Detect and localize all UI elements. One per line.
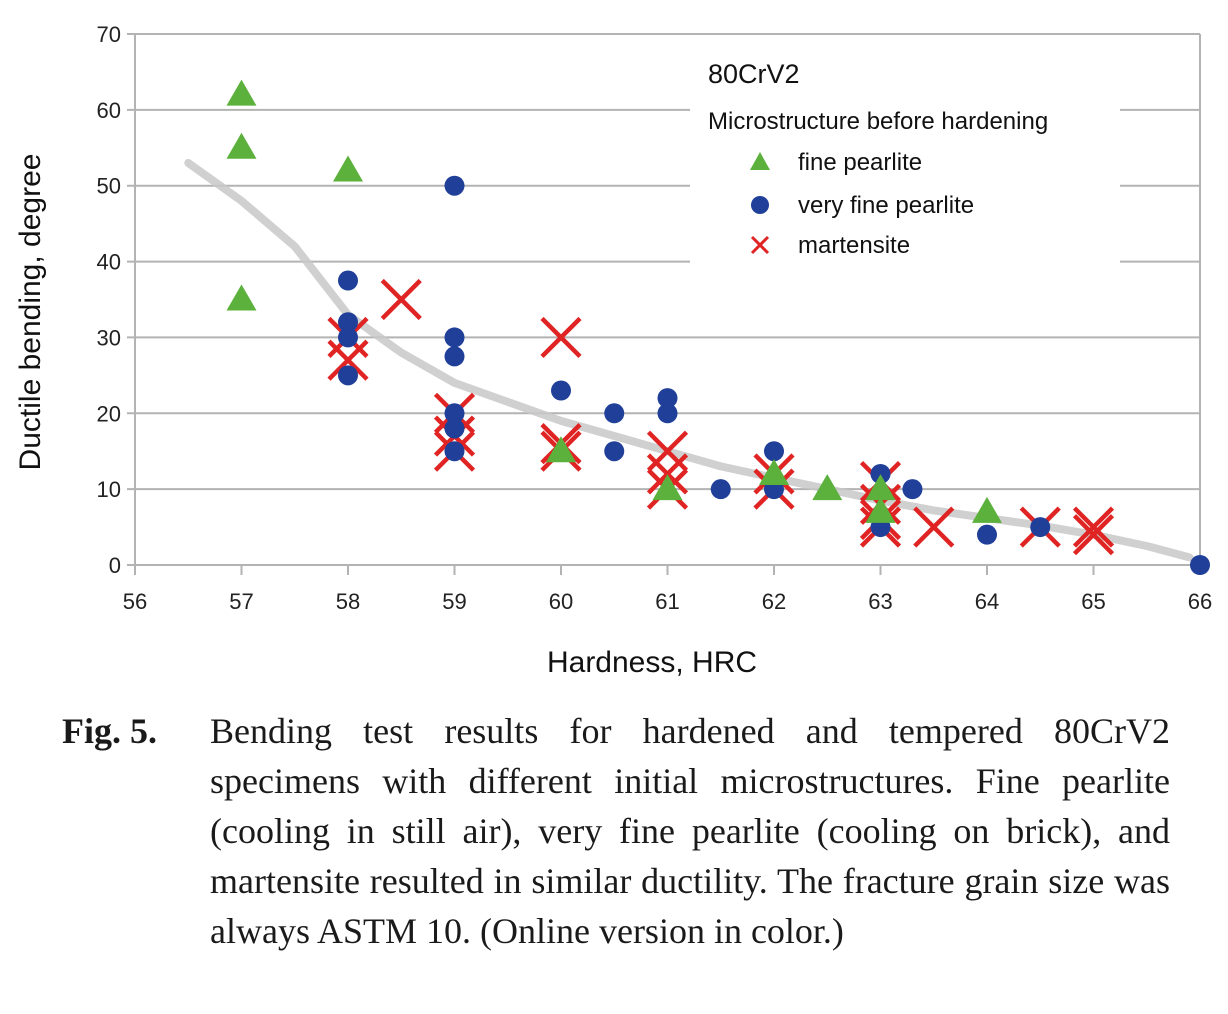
data-point-very-fine-pearlite — [444, 346, 465, 367]
legend-label: very fine pearlite — [798, 192, 974, 219]
data-point-very-fine-pearlite — [338, 365, 358, 386]
data-point-very-fine-pearlite — [764, 441, 784, 462]
data-point-fine-pearlite — [226, 284, 257, 311]
x-tick-label: 61 — [655, 589, 679, 614]
x-tick-label: 64 — [975, 589, 999, 614]
x-tick-label: 56 — [123, 589, 147, 614]
data-point-very-fine-pearlite — [710, 479, 731, 500]
data-point-very-fine-pearlite — [338, 270, 358, 291]
x-tick-label: 60 — [549, 589, 573, 614]
data-point-fine-pearlite — [759, 458, 789, 485]
data-point-martensite — [327, 339, 369, 381]
data-point-very-fine-pearlite — [870, 463, 891, 484]
legend-item-fine-pearlite: fine pearlite — [750, 149, 922, 176]
data-point-fine-pearlite — [812, 474, 843, 501]
data-point-very-fine-pearlite — [551, 380, 571, 401]
x-stroke — [646, 453, 689, 495]
data-point-very-fine-pearlite — [444, 403, 465, 424]
data-point-martensite — [540, 316, 582, 359]
chart-title: 80CrV2 — [708, 59, 800, 89]
tick-labels: 0 10 20 30 40 50 60 70 56 57 58 59 60 61 62 63 64 65 66 — [97, 22, 1213, 614]
y-tick-label: 10 — [97, 477, 121, 502]
x-axis-title: Hardness, HRC — [547, 646, 757, 679]
x-stroke — [1072, 506, 1115, 548]
data-point-fine-pearlite — [865, 496, 896, 523]
data-point-fine-pearlite — [652, 474, 683, 501]
data-point-very-fine-pearlite — [444, 175, 465, 196]
x-stroke — [327, 339, 369, 381]
legend-label: fine pearlite — [798, 149, 922, 176]
data-point-fine-pearlite — [333, 155, 363, 182]
data-point-martensite — [1072, 506, 1115, 548]
legend-label: martensite — [798, 232, 910, 259]
data-point-very-fine-pearlite — [604, 403, 625, 424]
data-point-very-fine-pearlite — [444, 418, 465, 439]
data-point-very-fine-pearlite — [604, 441, 625, 462]
x-tick-label: 65 — [1081, 589, 1105, 614]
data-point-very-fine-pearlite — [1190, 555, 1210, 575]
data-point-fine-pearlite — [226, 79, 257, 106]
data-point-fine-pearlite — [226, 132, 257, 159]
y-tick-label: 30 — [97, 325, 121, 350]
data-point-martensite — [380, 278, 422, 321]
x-tick-label: 66 — [1188, 589, 1212, 614]
caption-text: Bending test results for hardened and te… — [210, 711, 1170, 951]
legend-item-very-fine-pearlite: very fine pearlite — [751, 192, 974, 219]
data-point-very-fine-pearlite — [657, 403, 678, 424]
data-point-fine-pearlite — [972, 496, 1002, 523]
data-point-very-fine-pearlite — [1030, 517, 1051, 538]
data-point-very-fine-pearlite — [338, 312, 358, 333]
x-tick-label: 62 — [762, 589, 786, 614]
triangle-marker-icon — [750, 152, 770, 170]
data-point-very-fine-pearlite — [338, 327, 358, 348]
data-points — [226, 79, 1210, 575]
axes — [134, 34, 1201, 575]
data-point-very-fine-pearlite — [977, 524, 997, 545]
x-stroke — [540, 316, 582, 359]
y-axis-title: Ductile bending, degree — [14, 154, 47, 471]
data-point-very-fine-pearlite — [444, 327, 465, 348]
x-stroke — [913, 506, 955, 548]
x-stroke — [1072, 514, 1115, 556]
data-point-very-fine-pearlite — [444, 441, 465, 462]
figure-label: Fig. 5. — [62, 711, 157, 751]
data-point-very-fine-pearlite — [902, 479, 923, 500]
y-tick-label: 60 — [97, 98, 121, 123]
circle-marker-icon — [751, 196, 769, 214]
figure-caption: Fig. 5. Bending test results for hardene… — [62, 706, 1170, 956]
x-marker-icon — [750, 235, 770, 255]
y-tick-label: 40 — [97, 250, 121, 275]
legend-title: Microstructure before hardening — [708, 108, 1048, 135]
scatter-chart: 0 10 20 30 40 50 60 70 56 57 58 59 60 61 62 63 64 65 66 Ha… — [14, 22, 1213, 679]
y-tick-label: 20 — [97, 401, 121, 426]
x-tick-label: 59 — [442, 589, 466, 614]
y-tick-label: 50 — [97, 174, 121, 199]
data-point-fine-pearlite — [546, 436, 576, 463]
y-tick-label: 0 — [109, 553, 121, 578]
x-tick-label: 57 — [229, 589, 253, 614]
y-tick-label: 70 — [97, 22, 121, 47]
data-point-martensite — [913, 506, 955, 548]
data-point-martensite — [1072, 514, 1115, 556]
data-point-very-fine-pearlite — [657, 388, 678, 409]
data-point-fine-pearlite — [865, 474, 896, 501]
legend: 80CrV2 Microstructure before hardening f… — [690, 50, 1120, 275]
data-point-martensite — [646, 453, 689, 495]
legend-item-martensite: martensite — [750, 232, 910, 259]
x-tick-label: 58 — [336, 589, 360, 614]
x-stroke — [380, 278, 422, 321]
x-tick-label: 63 — [868, 589, 892, 614]
